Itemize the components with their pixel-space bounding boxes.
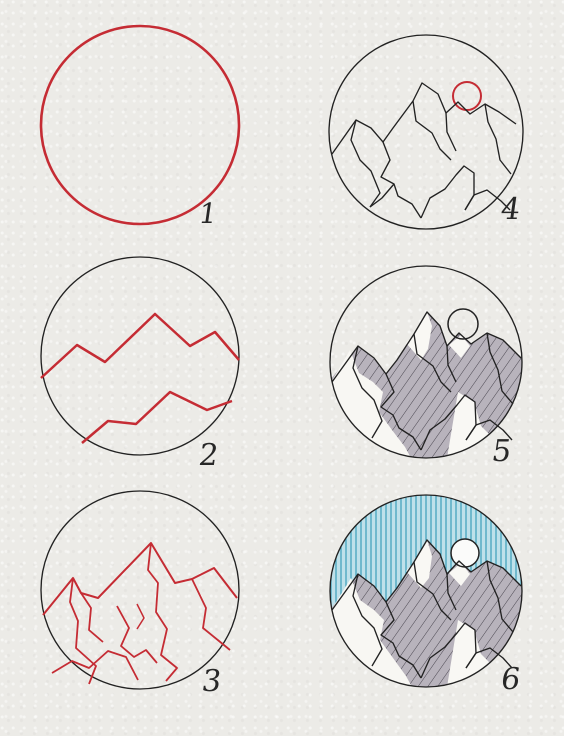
step-4-mountains [328,34,524,230]
step-1-circle [39,24,241,226]
step-3-mountain-cracks [40,490,240,690]
step-2-mountain-guides [40,256,240,456]
step-5-linework [329,265,523,459]
step-6-linework [329,494,523,688]
step-6-colored-mountains [330,495,522,687]
